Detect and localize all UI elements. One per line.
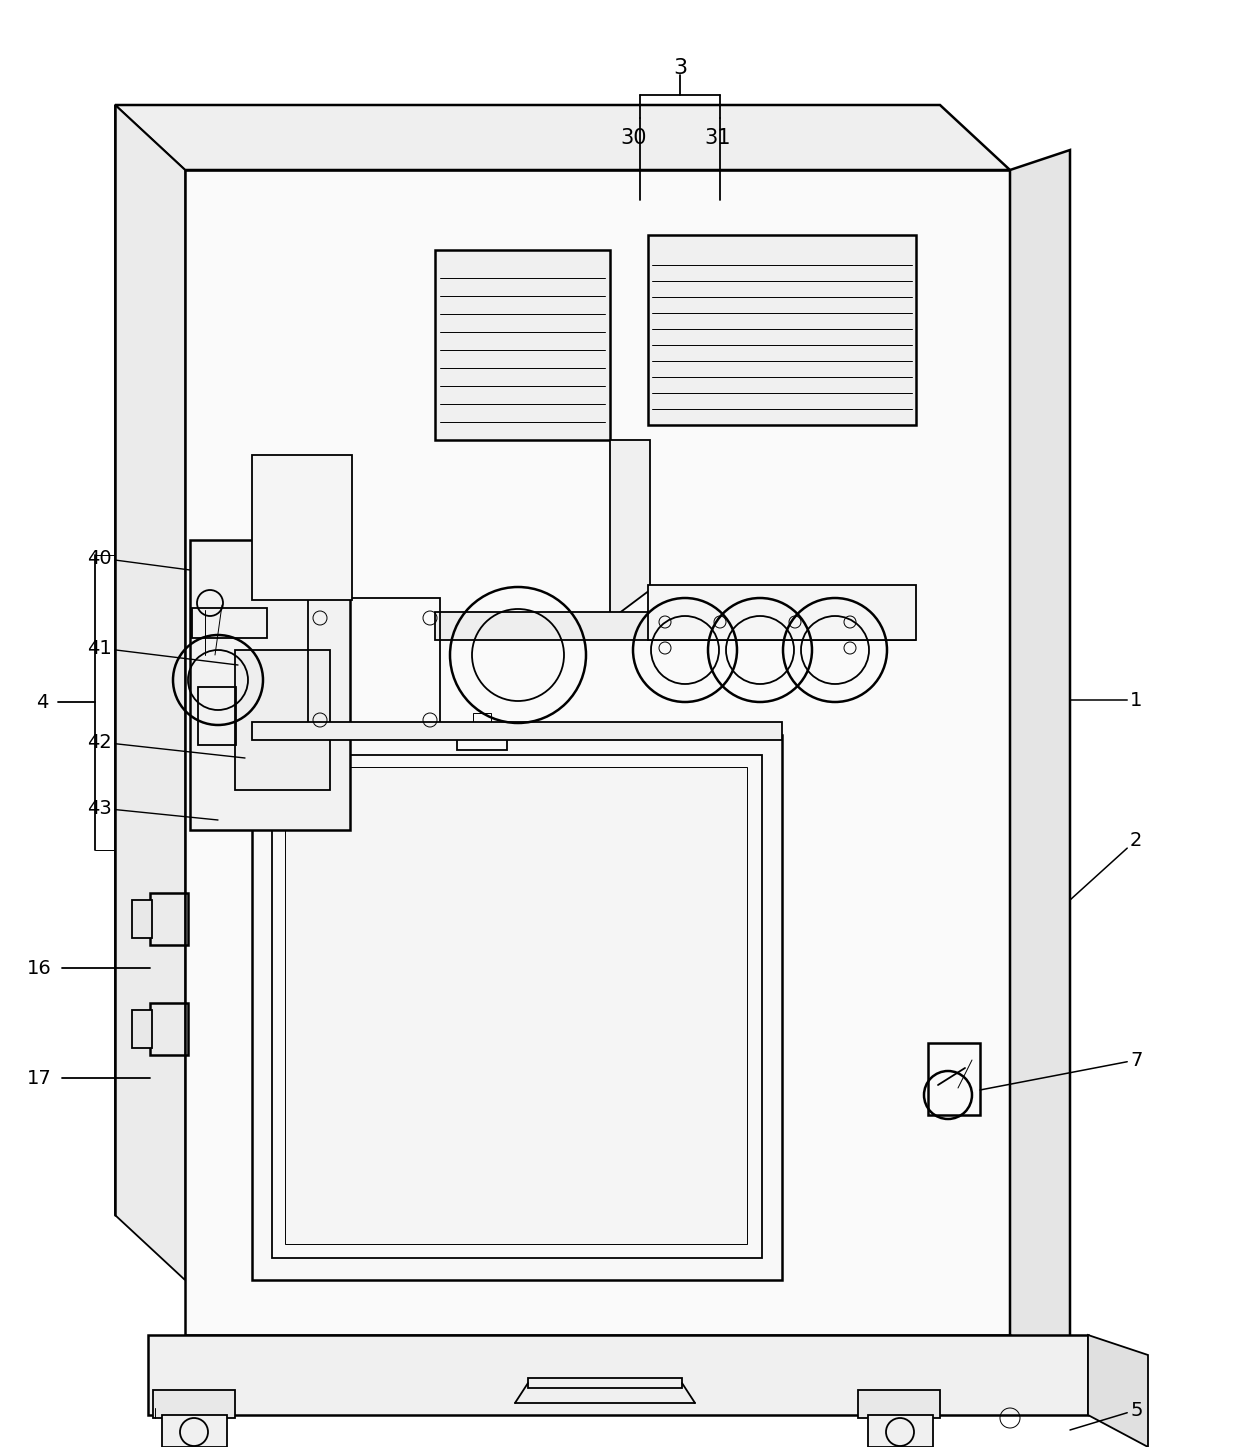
- Polygon shape: [115, 106, 185, 1281]
- Text: 5: 5: [1070, 1401, 1142, 1430]
- Polygon shape: [115, 106, 1011, 169]
- Bar: [868, 1415, 932, 1447]
- Bar: [185, 169, 1011, 1336]
- Bar: [236, 650, 330, 790]
- Bar: [131, 1010, 153, 1048]
- Bar: [649, 234, 916, 425]
- Bar: [649, 585, 916, 640]
- Bar: [150, 893, 188, 945]
- Text: 2: 2: [1070, 831, 1142, 900]
- Bar: [153, 1391, 236, 1418]
- Bar: [435, 612, 915, 640]
- Polygon shape: [1011, 150, 1070, 1375]
- Bar: [162, 1415, 227, 1447]
- Bar: [192, 608, 267, 638]
- Polygon shape: [1087, 1336, 1148, 1447]
- Bar: [131, 900, 153, 938]
- Bar: [472, 713, 491, 728]
- Bar: [458, 728, 507, 750]
- Bar: [148, 1336, 1087, 1415]
- Text: 3: 3: [673, 58, 687, 78]
- Bar: [190, 540, 350, 831]
- Bar: [435, 250, 610, 440]
- Bar: [285, 767, 746, 1244]
- Text: 42: 42: [87, 732, 246, 758]
- Polygon shape: [610, 440, 650, 619]
- Bar: [272, 755, 763, 1257]
- Text: 17: 17: [27, 1068, 52, 1088]
- Bar: [252, 722, 782, 739]
- Text: 4: 4: [36, 693, 48, 712]
- Bar: [928, 1043, 980, 1116]
- Bar: [150, 1003, 188, 1055]
- Bar: [198, 687, 236, 745]
- Bar: [308, 598, 440, 729]
- Text: 16: 16: [27, 958, 52, 978]
- Bar: [252, 454, 352, 601]
- Text: 43: 43: [87, 799, 218, 820]
- Bar: [858, 1391, 940, 1418]
- Bar: [252, 735, 782, 1281]
- Text: 40: 40: [87, 548, 190, 570]
- Text: 7: 7: [980, 1051, 1142, 1090]
- Text: 31: 31: [704, 127, 732, 148]
- Text: 30: 30: [621, 127, 647, 148]
- Text: 1: 1: [1070, 690, 1142, 709]
- Text: 41: 41: [87, 638, 238, 666]
